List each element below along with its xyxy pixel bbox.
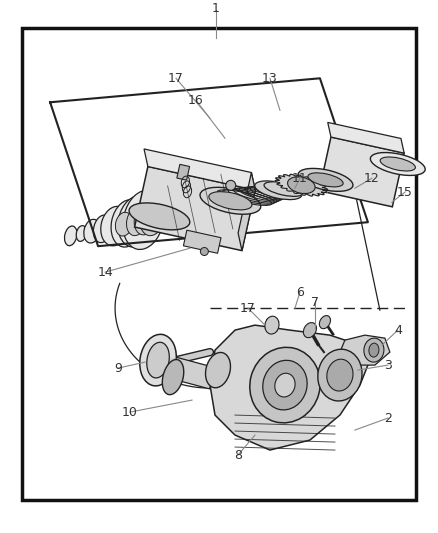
Ellipse shape xyxy=(64,226,77,246)
Ellipse shape xyxy=(264,182,303,196)
Ellipse shape xyxy=(369,343,379,357)
Ellipse shape xyxy=(263,360,307,410)
Ellipse shape xyxy=(304,322,317,338)
Text: 2: 2 xyxy=(384,411,392,425)
Ellipse shape xyxy=(129,203,190,230)
Ellipse shape xyxy=(209,192,252,210)
Polygon shape xyxy=(265,319,279,331)
Ellipse shape xyxy=(115,212,133,236)
Ellipse shape xyxy=(371,152,425,175)
Polygon shape xyxy=(177,164,190,180)
Ellipse shape xyxy=(298,168,353,191)
Text: 16: 16 xyxy=(188,94,204,107)
Ellipse shape xyxy=(93,215,112,243)
Polygon shape xyxy=(171,357,215,389)
Text: 9: 9 xyxy=(114,361,122,375)
Polygon shape xyxy=(144,149,255,190)
Ellipse shape xyxy=(123,190,164,249)
Ellipse shape xyxy=(76,225,87,241)
Bar xyxy=(22,28,416,500)
Ellipse shape xyxy=(147,342,170,378)
Ellipse shape xyxy=(200,187,261,214)
Polygon shape xyxy=(328,123,404,153)
Text: 12: 12 xyxy=(364,172,380,185)
Polygon shape xyxy=(275,174,328,196)
Polygon shape xyxy=(319,137,404,207)
Text: 3: 3 xyxy=(384,359,392,372)
Ellipse shape xyxy=(134,204,156,235)
Text: 1: 1 xyxy=(212,2,220,15)
Text: 14: 14 xyxy=(97,265,113,279)
Polygon shape xyxy=(210,325,370,450)
Text: 17: 17 xyxy=(168,72,184,85)
Ellipse shape xyxy=(318,349,362,401)
Circle shape xyxy=(200,247,208,255)
Ellipse shape xyxy=(205,352,230,387)
Ellipse shape xyxy=(327,359,353,391)
Text: 4: 4 xyxy=(394,324,402,337)
Ellipse shape xyxy=(250,348,320,423)
Ellipse shape xyxy=(255,181,302,199)
Ellipse shape xyxy=(364,338,384,362)
Polygon shape xyxy=(238,173,255,251)
Ellipse shape xyxy=(127,207,146,236)
Text: 6: 6 xyxy=(296,286,304,298)
Polygon shape xyxy=(134,166,255,251)
Ellipse shape xyxy=(111,200,144,247)
Ellipse shape xyxy=(162,360,184,394)
Ellipse shape xyxy=(265,316,279,334)
Text: 10: 10 xyxy=(122,406,138,418)
Text: 11: 11 xyxy=(292,172,308,185)
Ellipse shape xyxy=(380,157,415,171)
Polygon shape xyxy=(340,335,390,365)
Polygon shape xyxy=(184,230,221,253)
Ellipse shape xyxy=(288,177,315,193)
Ellipse shape xyxy=(319,316,331,329)
Text: 13: 13 xyxy=(262,72,278,85)
Text: 15: 15 xyxy=(397,185,413,199)
Ellipse shape xyxy=(308,173,343,187)
Ellipse shape xyxy=(101,206,129,246)
Text: 17: 17 xyxy=(240,302,256,314)
Text: 7: 7 xyxy=(311,296,319,309)
Ellipse shape xyxy=(84,220,100,243)
Ellipse shape xyxy=(140,200,165,236)
Ellipse shape xyxy=(275,373,295,397)
Ellipse shape xyxy=(140,334,177,386)
Circle shape xyxy=(226,180,236,190)
Text: 8: 8 xyxy=(234,449,242,462)
Ellipse shape xyxy=(118,196,155,247)
